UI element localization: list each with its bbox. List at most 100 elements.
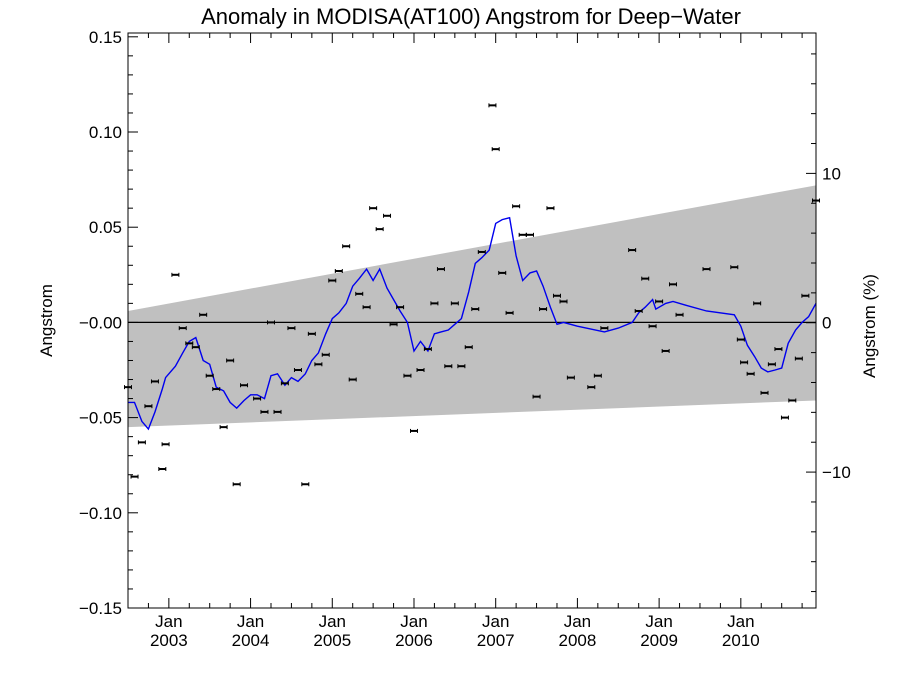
y-tick-label: −0.10 [79,504,122,523]
data-point [150,379,159,384]
y-tick-label: 0.15 [89,28,122,47]
data-point [648,324,657,329]
x-tick-label-year: 2004 [232,631,270,650]
data-point [178,326,187,331]
data-point [240,383,249,388]
data-point [161,442,170,447]
data-point [505,310,514,315]
x-tick-label-year: 2006 [395,631,433,650]
data-point [477,249,486,254]
data-point [273,409,282,414]
data-point [348,377,357,382]
data-point [736,337,745,342]
x-tick-label-month: Jan [482,612,509,631]
data-point [498,270,507,275]
data-point [287,326,296,331]
data-point [702,267,711,272]
y-right-tick-label: 0 [822,314,831,333]
data-point [730,265,739,270]
data-point [566,375,575,380]
data-point [266,320,275,325]
data-point [423,347,432,352]
data-point [158,467,167,472]
data-point [767,362,776,367]
data-point [409,428,418,433]
x-tick-label-year: 2003 [150,631,188,650]
y-tick-label: −0.15 [79,599,122,618]
data-point [171,272,180,277]
data-point [328,278,337,283]
data-point [260,409,269,414]
data-point [342,244,351,249]
data-point [191,345,200,350]
data-point [774,347,783,352]
data-point [321,352,330,357]
x-tick-label-month: Jan [319,612,346,631]
data-point [430,301,439,306]
y-axis-right-label: Angstrom (%) [860,274,879,378]
data-point [464,345,473,350]
data-point [293,368,302,373]
data-point [307,331,316,336]
data-point [518,232,527,237]
data-point [491,147,500,152]
x-tick-label-month: Jan [237,612,264,631]
data-point [396,305,405,310]
data-point [436,267,445,272]
data-point [539,307,548,312]
data-point [144,404,153,409]
data-point [403,373,412,378]
x-tick-label-month: Jan [155,612,182,631]
data-point [199,312,208,317]
trend-band [128,185,816,428]
data-point [450,301,459,306]
data-point [457,364,466,369]
data-point [355,291,364,296]
plot-frame [127,32,817,609]
data-point [314,362,323,367]
data-point [801,293,810,298]
data-point [760,390,769,395]
data-point [471,307,480,312]
data-point [488,103,497,108]
x-tick-label-year: 2009 [640,631,678,650]
plot-area [124,103,820,487]
data-point [512,204,521,209]
data-point [185,341,194,346]
data-point [532,394,541,399]
data-point [369,206,378,211]
data-point [383,213,392,218]
data-point [232,482,241,487]
y-right-tick-label: 10 [822,164,841,183]
y-axis-label: Angstrom [37,284,56,357]
x-tick-label-year: 2007 [477,631,515,650]
x-tick-label-month: Jan [400,612,427,631]
data-point [634,308,643,313]
y-tick-label: 0.05 [89,218,122,237]
smoothed-anomaly-line [128,216,817,431]
data-point [226,358,235,363]
data-point [212,387,221,392]
y-tick-label: −0.05 [79,409,122,428]
data-point [444,364,453,369]
data-point [780,415,789,420]
x-tick-label-month: Jan [727,612,754,631]
data-point [593,373,602,378]
data-point [362,305,371,310]
data-point [205,373,214,378]
data-point [587,385,596,390]
data-point [675,312,684,317]
data-point [600,326,609,331]
x-tick-label-year: 2005 [313,631,351,650]
y-right-tick-label: −10 [822,463,851,482]
y-tick-label: −0.00 [79,313,122,332]
data-point [552,293,561,298]
data-point [740,360,749,365]
data-point [546,206,555,211]
data-point [628,248,637,253]
data-point [301,482,310,487]
data-point [334,268,343,273]
data-point [137,440,146,445]
data-point [641,276,650,281]
